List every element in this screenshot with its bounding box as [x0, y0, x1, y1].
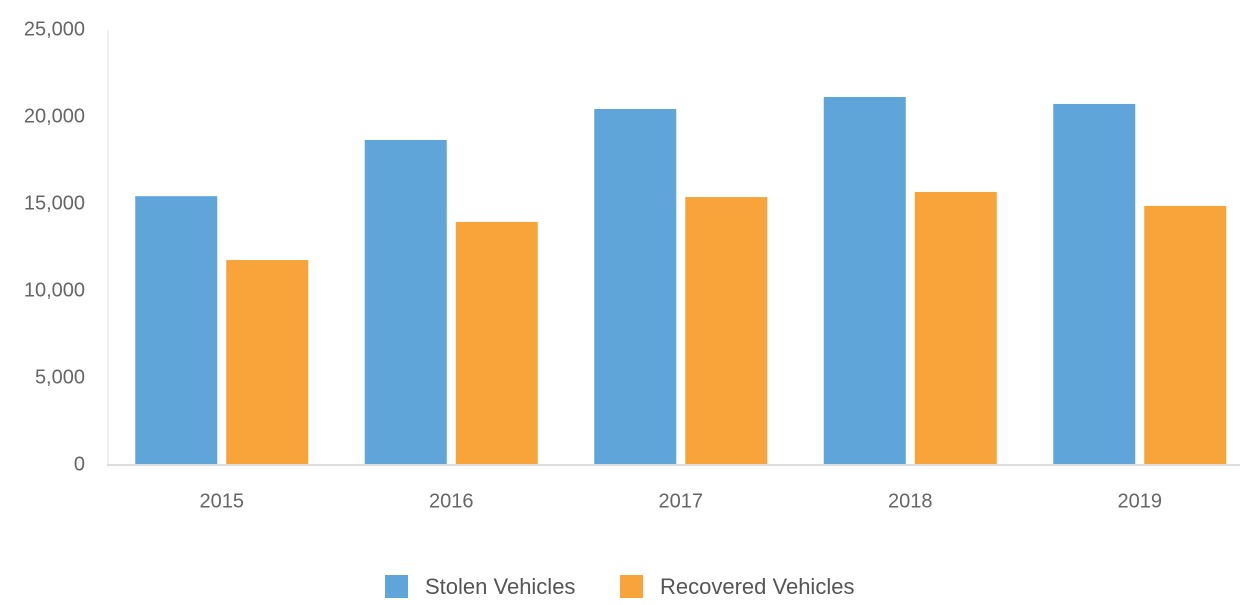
legend-label: Stolen Vehicles: [425, 574, 575, 599]
y-tick-label: 20,000: [24, 105, 85, 127]
y-tick-label: 15,000: [24, 192, 85, 214]
x-tick-label: 2019: [1118, 490, 1163, 512]
bar: [914, 191, 997, 465]
x-tick-label: 2016: [429, 490, 474, 512]
legend-swatch: [620, 575, 643, 598]
bar: [594, 108, 677, 465]
bar: [226, 260, 309, 465]
y-tick-label: 0: [74, 453, 85, 475]
x-tick-label: 2017: [659, 490, 704, 512]
bar: [823, 96, 906, 466]
x-tick-label: 2015: [200, 490, 245, 512]
bar: [1144, 205, 1227, 465]
bar: [1053, 103, 1136, 465]
legend-label: Recovered Vehicles: [660, 574, 854, 599]
bar: [135, 196, 218, 466]
bar: [685, 197, 768, 466]
y-tick-label: 25,000: [24, 18, 85, 40]
x-tick-label: 2018: [888, 490, 933, 512]
y-tick-label: 5,000: [35, 366, 85, 388]
legend-swatch: [385, 575, 408, 598]
y-tick-label: 10,000: [24, 279, 85, 301]
bar: [455, 221, 538, 465]
bar: [364, 139, 447, 465]
